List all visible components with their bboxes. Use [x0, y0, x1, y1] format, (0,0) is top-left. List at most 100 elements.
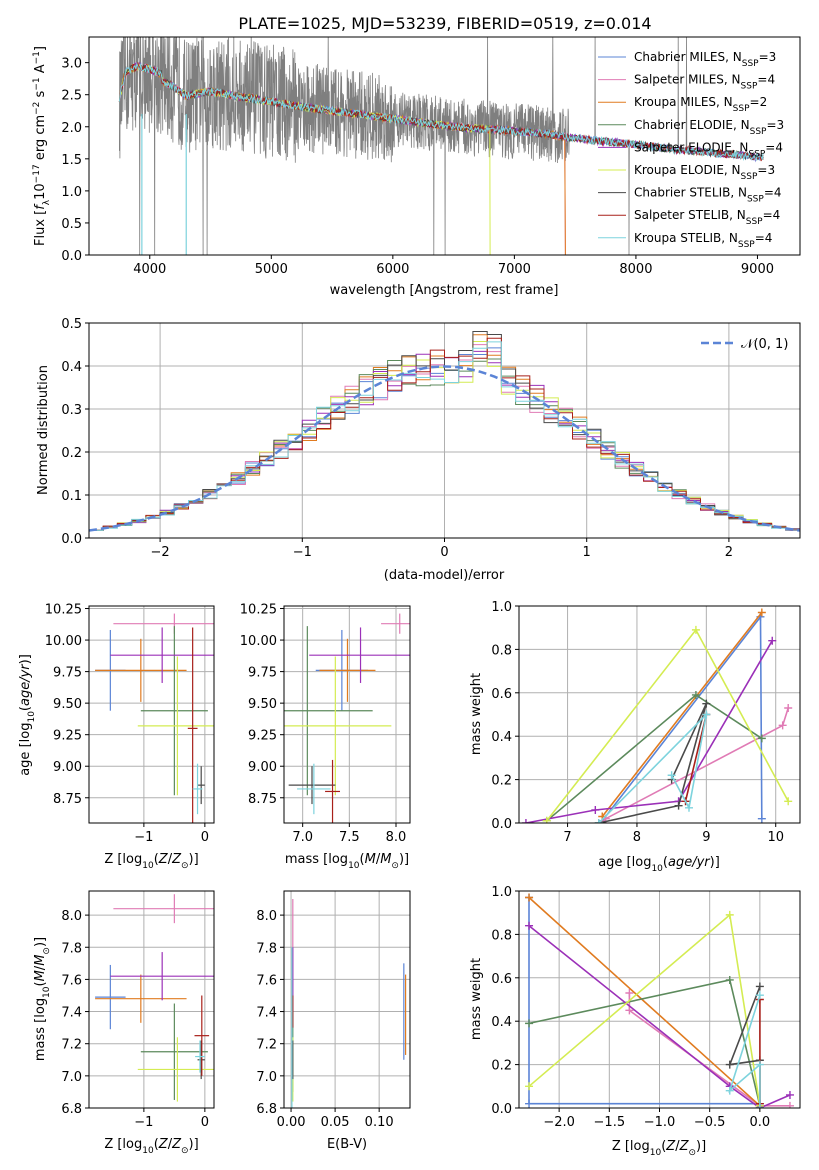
legend-entry: Salpeter ELODIE, NSSP=4 [634, 140, 783, 159]
plot-area [89, 331, 800, 532]
label-part: ⊙ [688, 1148, 696, 1158]
weight-marker [725, 910, 734, 919]
y-tick-label: 0.4 [491, 730, 512, 745]
weight-marker [702, 710, 711, 719]
label-part: Kroupa MILES, N [634, 95, 733, 109]
weight-marker [525, 1082, 534, 1091]
label-part: Z [log [104, 1137, 142, 1152]
y-tick-label: 3.0 [61, 57, 82, 72]
x-tick-label: −1.0 [644, 1115, 676, 1130]
y-tick-label: 0.2 [491, 774, 512, 789]
weight-marker [625, 1006, 634, 1015]
legend-entry: Kroupa MILES, NSSP=2 [634, 95, 767, 114]
y-tick-label: 10.00 [240, 634, 277, 649]
label-part: ⊙ [391, 861, 399, 871]
histogram-series-step [89, 341, 800, 531]
label-part: ⊙ [42, 947, 52, 955]
y-tick-label: 0.0 [491, 1102, 512, 1117]
weight-marker [591, 805, 600, 814]
y-tick-label: 0.6 [491, 687, 512, 702]
axes-frame [88, 890, 215, 1109]
label-part: M [33, 970, 48, 981]
y-tick-label: 0.4 [61, 360, 82, 375]
label-part: =2 [750, 95, 768, 109]
weight-marker [784, 703, 793, 712]
y-tick-label: 8.0 [61, 909, 82, 924]
axes-frame [283, 890, 411, 1109]
label-part: M [380, 852, 391, 867]
y-axis-label: age [log10(age/yr)] [18, 654, 37, 776]
y-tick-label: 6.8 [61, 1102, 82, 1117]
weight-marker [757, 734, 766, 743]
weight-marker [684, 803, 693, 812]
weight-marker [784, 797, 793, 806]
weight-marker [674, 801, 683, 810]
x-tick-label: 0 [201, 1115, 209, 1130]
y-tick-label: 10.25 [45, 603, 82, 618]
weight-line [528, 896, 761, 1107]
label-part: / [33, 965, 48, 970]
weight-marker [691, 690, 700, 699]
label-part: ( [154, 1137, 159, 1152]
weight-marker [755, 991, 764, 1000]
legend-entry: Chabrier STELIB, NSSP=4 [634, 186, 782, 205]
x-axis-label: Z [log10(Z/Z⊙)] [104, 852, 198, 871]
label-part: ( [33, 981, 48, 986]
mass-vs-metallicity-panel: −1 06.87.07.27.47.67.88.0Z [log10(Z/Z⊙)]m… [33, 890, 215, 1156]
label-part: )] [189, 1137, 199, 1152]
x-axis-label: Z [log10(Z/Z⊙)] [612, 1139, 706, 1158]
label-part: )] [696, 1139, 706, 1154]
x-axis-label: E(B-V) [327, 1137, 367, 1152]
axes-frame [88, 36, 801, 256]
weight-marker [691, 625, 700, 634]
y-tick-label: 8.75 [248, 792, 277, 807]
label-part: )] [33, 937, 48, 947]
plot-area [291, 899, 407, 1108]
label-part: SSP [748, 149, 765, 159]
label-part: f [33, 203, 48, 210]
y-tick-label: 0.5 [61, 217, 82, 232]
label-part: Z [158, 1137, 169, 1152]
label-part: −17 [32, 164, 42, 183]
label-part: SSP [742, 59, 759, 69]
weight-line [525, 640, 773, 823]
weight-line [528, 925, 791, 1108]
y-tick-label: 2.0 [61, 121, 82, 136]
label-part: ⊙ [181, 1146, 189, 1156]
x-tick-label: 8.0 [386, 830, 407, 845]
weight-marker [755, 982, 764, 991]
y-tick-label: 7.0 [61, 1070, 82, 1085]
y-axis-label: mass weight [469, 958, 484, 1040]
label-part: )] [189, 852, 199, 867]
weight-line [728, 994, 761, 1108]
weight-line [598, 703, 708, 823]
label-part: ( [360, 852, 365, 867]
label-part: Z [171, 1137, 182, 1152]
label-part: Salpeter MILES, N [634, 73, 741, 87]
y-axis-label: Flux [fλ10−17 erg cm−2 s−1 A−1] [32, 46, 52, 246]
mass-weight-vs-metallicity-panel: −2.0 −1.5 −1.0 −0.5 0.0 0.0 0.2 0.4 0.6 0.8 1.0 Z [… [469, 885, 801, 1158]
weight-marker [725, 975, 734, 984]
y-tick-label: 2.5 [61, 89, 82, 104]
weight-marker [755, 1104, 764, 1108]
label-part: A [33, 64, 48, 77]
label-part: age/yr [668, 855, 711, 870]
label-part: λ [42, 199, 52, 205]
label-part: ( [18, 706, 33, 711]
model-spectrum-line [118, 61, 764, 162]
weight-marker [594, 819, 603, 823]
weight-marker [625, 988, 634, 997]
label-part: M [33, 955, 48, 966]
weight-line [528, 913, 761, 1106]
plot-area [95, 894, 214, 1102]
label-part: 10 [42, 986, 52, 998]
label-part: s [33, 90, 48, 101]
weight-marker [757, 814, 766, 823]
weight-marker [778, 721, 787, 730]
y-tick-label: 1.5 [61, 153, 82, 168]
y-tick-label: 10.00 [45, 634, 82, 649]
label-part: Z [158, 852, 169, 867]
y-tick-label: 1.0 [61, 185, 82, 200]
y-tick-label: 0.4 [491, 1015, 512, 1030]
